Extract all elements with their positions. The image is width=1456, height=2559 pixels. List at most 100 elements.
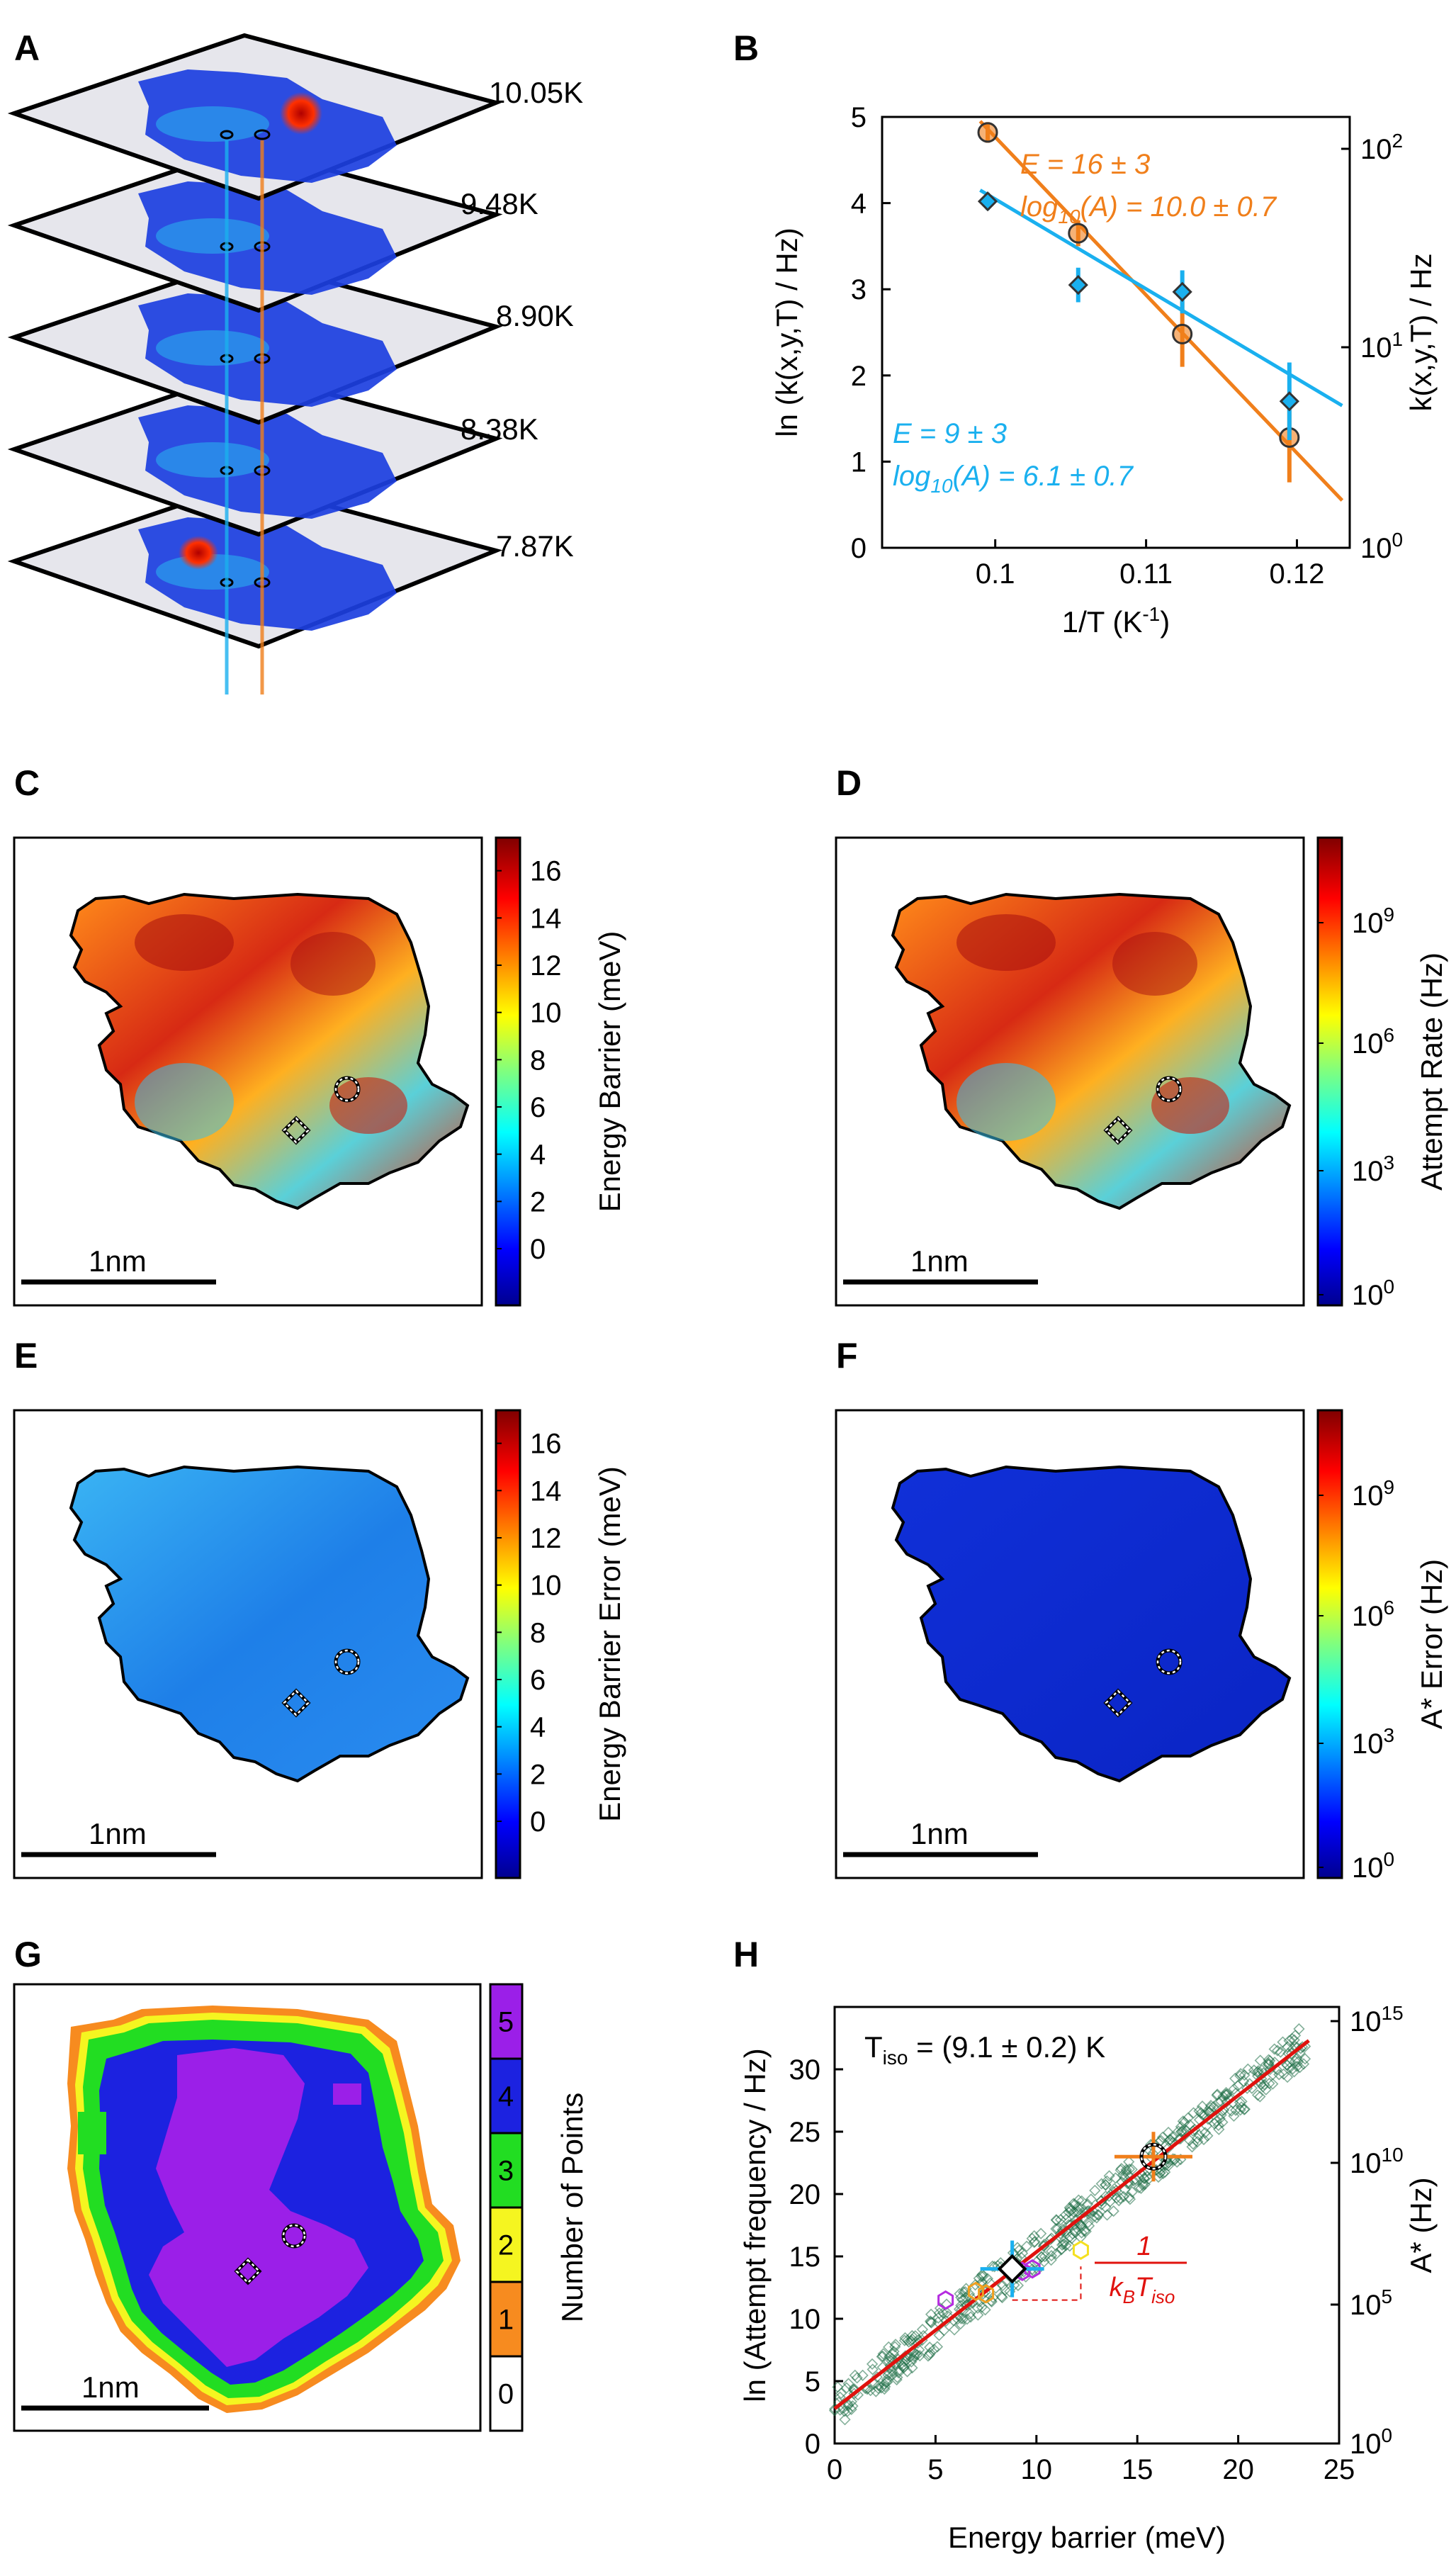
cloud-point [1283,2035,1295,2047]
data-h [833,2039,1310,2410]
scalebar-label: 1nm [89,1817,147,1850]
x-axis-label-h: Energy barrier (meV) [948,2521,1226,2554]
layer-label-2: 9.48K [461,187,538,220]
cloud-point [948,2324,961,2336]
diamond-marker-g [234,2257,262,2285]
layer-circle-mark [254,129,271,140]
cloud-point [898,2361,910,2373]
cloud-point [1123,2191,1135,2203]
cloud-point [955,2291,967,2304]
colorbar-tick-label: 106 [1352,1597,1394,1632]
colorbar-label-g: Number of Points [555,2093,589,2322]
cloud-point [849,2369,861,2381]
annotation-orange-energy: E = 16 ± 3 [1020,149,1150,180]
cloud-point [1271,2045,1284,2057]
cloud-point [1225,2105,1238,2117]
panel-letter-d: D [836,763,862,803]
cloud-point [1126,2164,1138,2176]
cloud-point [976,2268,988,2280]
cloud-point [1045,2254,1057,2266]
marker-diamond-dash [1105,1117,1131,1144]
annotation-blue-log: log10(A) = 6.1 ± 0.7 [893,461,1134,497]
cloud-point [1173,2125,1185,2137]
x-tick-label-h: 0 [827,2454,842,2485]
point-circle-b [977,122,998,143]
colorbar-tick-label: 8 [530,1617,546,1648]
cloud-point [916,2324,929,2336]
cloud-point [961,2313,974,2325]
cloud-point [1289,2055,1302,2067]
cloud-point [1089,2184,1101,2197]
y-axis-label-b: ln (k(x,y,T) / Hz) [770,227,803,437]
cloud-point [1133,2181,1145,2194]
y-right-tick-label-b: 100 [1360,529,1403,564]
scalebar-label: 1nm [910,1244,969,1278]
cloud-point [1141,2171,1153,2183]
hex-point [937,2290,954,2310]
cloud-point [1228,2083,1240,2095]
y-tick-label-b: 1 [851,446,867,478]
cloud-point [1217,2116,1229,2128]
marker-ring-dash [1140,2143,1167,2170]
cloud-point [992,2260,1004,2272]
slope-label-numerator: 1 [1136,2232,1151,2261]
cloud-point [987,2291,999,2304]
cloud-point [1082,2216,1094,2229]
cloud-point [889,2339,902,2351]
cloud-point [1081,2198,1094,2210]
cloud-point [1117,2190,1130,2203]
layer-diamond-mark [220,130,234,140]
cloud-point [1234,2104,1246,2116]
panel-c: C 1nm 16 14 12 10 8 6 4 2 0 Energy Barrier (meV) [13,763,626,1307]
scalebar-label: 1nm [910,1817,969,1850]
colorbar-tick-label: 109 [1352,904,1394,939]
hex-point [978,2284,995,2304]
y-right-tick-label-h: 105 [1350,2285,1392,2321]
cloud-point [1035,2251,1048,2263]
colorbar-label: Energy Barrier Error (meV) [593,1466,626,1822]
colorbar-tick-label: 1 [498,2305,514,2336]
map-hot-region [1112,932,1197,996]
marker-diamond-dash [1105,1689,1131,1716]
y-axis-right-label-h: A* (Hz) [1404,2177,1438,2273]
panel-a: A 10.05K 9.48K 8.90K 8.38K 7.87K [7,28,583,694]
panel-letter-a: A [14,28,40,68]
colorbar-tick-label: 0 [530,1234,546,1265]
circle-marker [334,1648,361,1675]
colorbar-tick-label: 10 [530,1570,562,1602]
cloud-point [851,2372,863,2384]
cloud-point [995,2290,1008,2302]
y-right-tick-label-b: 102 [1360,130,1403,165]
cloud-point [1068,2206,1080,2218]
slope-label: 1 kBTiso [1095,2232,1187,2307]
colorbar-tick-label: 14 [530,1475,562,1507]
annotation-orange-log: log10(A) = 10.0 ± 0.7 [1020,191,1277,227]
x-tick-label-b: 0.1 [976,558,1015,590]
y-right-tick-label-h: 1010 [1350,2144,1404,2179]
cloud-point [1083,2220,1095,2232]
diamond-marker [1103,1688,1133,1718]
cloud-point [924,2347,937,2359]
layer-map-highlight [156,330,269,366]
colorbar-tick-label: 2 [530,1759,546,1790]
map-frame [13,1409,483,1879]
layer-5 [7,33,503,201]
cloud-point [1113,2195,1125,2207]
cloud-point [1028,2236,1040,2249]
colorbar-tick-label: 106 [1352,1024,1394,1059]
y-tick-label-b: 5 [851,102,867,133]
cloud-point [1297,2058,1310,2070]
slope-label-denominator: kBTiso [1110,2273,1175,2307]
cloud-point [1182,2112,1194,2124]
panel-b: B 0 1 2 3 4 5 0.1 0.11 0.12 100 101 102 1/T (K-1) l… [733,28,1438,639]
cloud-point [905,2356,918,2368]
layer-label-4: 8.38K [461,412,538,446]
cloud-point [1263,2077,1275,2090]
y-axis-right-label-b: k(x,y,T) / Hz [1404,253,1438,411]
cloud-point [1197,2109,1209,2121]
layer-label-3: 8.90K [496,299,574,332]
cloud-point [1076,2227,1088,2239]
scalebar-label-g: 1nm [81,2370,140,2404]
cloud-point [893,2364,905,2376]
